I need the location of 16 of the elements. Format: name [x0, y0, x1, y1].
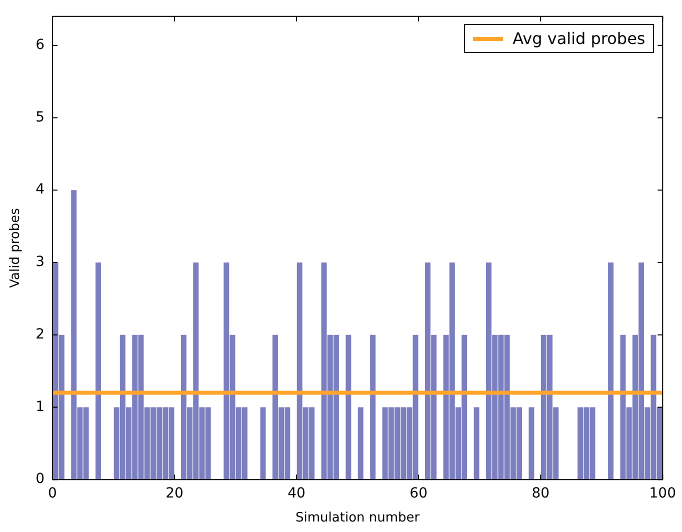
x-tick-label: 0	[48, 486, 57, 502]
y-tick-label: 2	[36, 326, 45, 342]
y-axis-title: Valid probes	[8, 208, 24, 288]
y-tick-label: 4	[36, 182, 45, 198]
x-tick-label: 100	[649, 486, 676, 502]
x-axis-title: Simulation number	[296, 510, 420, 526]
x-tick-label: 40	[288, 486, 306, 502]
x-tick-label: 80	[532, 486, 550, 502]
x-tick-label: 60	[410, 486, 428, 502]
legend-label: Avg valid probes	[512, 29, 646, 48]
y-tick-label: 1	[36, 398, 45, 415]
y-tick-label: 0	[36, 471, 45, 488]
y-tick-label: 6	[36, 36, 45, 53]
y-tick-label: 3	[36, 254, 45, 270]
y-tick-label: 5	[36, 109, 45, 126]
x-tick-label: 20	[166, 486, 184, 502]
